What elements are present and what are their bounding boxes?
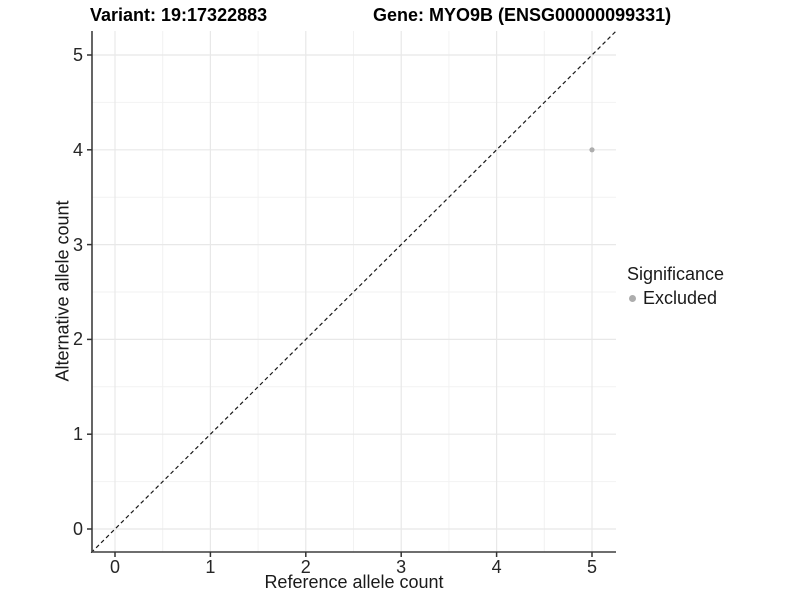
identity-reference-line	[90, 30, 617, 554]
x-tick-label: 2	[300, 557, 311, 577]
y-tick-label: 4	[72, 139, 83, 160]
y-axis-title: Alternative allele count	[52, 200, 73, 382]
legend-title: Significance	[627, 264, 725, 284]
legend-point-icon	[629, 295, 636, 302]
x-tick-label: 0	[109, 557, 120, 577]
x-axis-title: Reference allele count	[264, 572, 444, 592]
x-tick-label: 1	[205, 557, 216, 577]
legend: Significance Excluded	[627, 264, 724, 309]
y-tick-label: 0	[72, 519, 83, 539]
y-tick-label: 5	[72, 45, 83, 65]
y-tick-label: 2	[72, 329, 83, 350]
data-point	[589, 147, 595, 153]
legend-item-label: Excluded	[643, 288, 718, 308]
plot-title-gene: Gene: MYO9B (ENSG00000099331)	[373, 5, 672, 25]
plot-title-variant: Variant: 19:17322883	[90, 5, 268, 25]
x-tick-label: 5	[586, 557, 597, 577]
x-tick-label: 3	[396, 557, 407, 577]
x-tick-label: 4	[491, 557, 502, 577]
y-tick-label: 1	[72, 424, 83, 445]
y-tick-label: 3	[72, 234, 83, 255]
legend-item-excluded: Excluded	[627, 288, 724, 309]
